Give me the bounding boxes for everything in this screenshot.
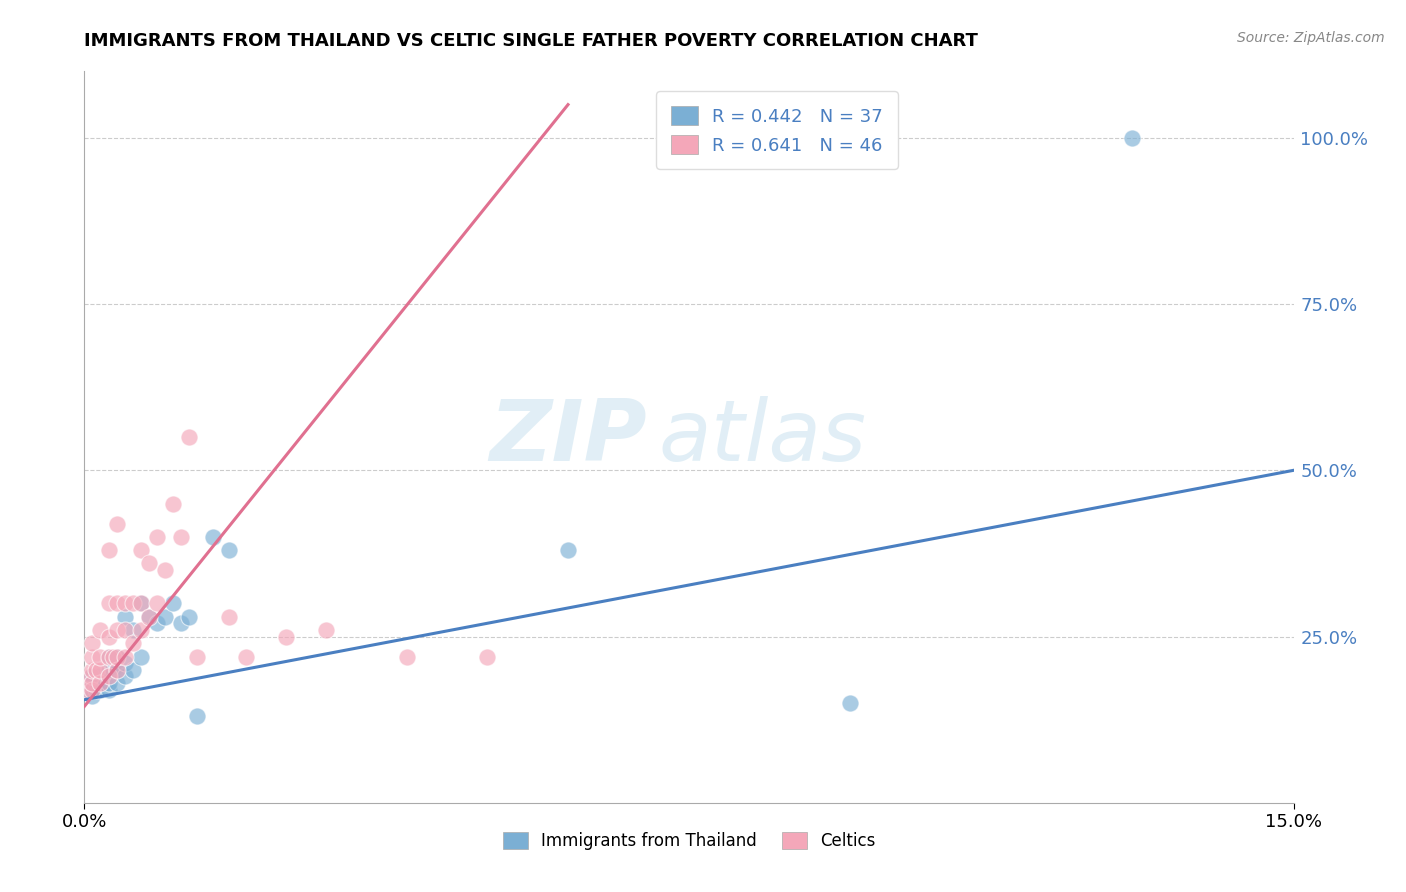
Point bbox=[82, 676, 104, 690]
Point bbox=[146, 616, 169, 631]
Point bbox=[105, 649, 128, 664]
Point bbox=[86, 682, 108, 697]
Point bbox=[839, 696, 862, 710]
Point bbox=[97, 663, 120, 677]
Point bbox=[82, 669, 104, 683]
Point bbox=[162, 596, 184, 610]
Point bbox=[105, 663, 128, 677]
Text: ZIP: ZIP bbox=[489, 395, 647, 479]
Point bbox=[170, 616, 193, 631]
Point bbox=[186, 709, 208, 723]
Point bbox=[105, 516, 128, 531]
Point bbox=[114, 623, 136, 637]
Point bbox=[82, 663, 104, 677]
Point bbox=[121, 663, 143, 677]
Point bbox=[80, 682, 103, 697]
Point bbox=[170, 530, 193, 544]
Point bbox=[138, 609, 160, 624]
Point bbox=[80, 669, 103, 683]
Point bbox=[97, 630, 120, 644]
Point bbox=[89, 682, 111, 697]
Point bbox=[129, 649, 152, 664]
Point bbox=[105, 663, 128, 677]
Point bbox=[97, 649, 120, 664]
Point bbox=[89, 623, 111, 637]
Point bbox=[218, 609, 240, 624]
Point bbox=[97, 543, 120, 558]
Point bbox=[274, 630, 297, 644]
Point bbox=[89, 649, 111, 664]
Point bbox=[105, 676, 128, 690]
Point bbox=[105, 623, 128, 637]
Point bbox=[77, 682, 100, 697]
Point bbox=[153, 609, 176, 624]
Point bbox=[97, 669, 120, 683]
Point bbox=[97, 676, 120, 690]
Point bbox=[82, 676, 104, 690]
Point bbox=[1121, 131, 1143, 145]
Point bbox=[129, 543, 152, 558]
Point bbox=[114, 609, 136, 624]
Point bbox=[179, 609, 201, 624]
Point bbox=[114, 669, 136, 683]
Point bbox=[97, 682, 120, 697]
Point bbox=[114, 649, 136, 664]
Text: atlas: atlas bbox=[659, 395, 866, 479]
Point bbox=[146, 530, 169, 544]
Point bbox=[89, 676, 111, 690]
Point bbox=[146, 596, 169, 610]
Point bbox=[202, 530, 225, 544]
Point bbox=[114, 596, 136, 610]
Point bbox=[235, 649, 257, 664]
Point bbox=[395, 649, 418, 664]
Point bbox=[121, 596, 143, 610]
Point bbox=[557, 543, 579, 558]
Point bbox=[105, 649, 128, 664]
Point bbox=[77, 682, 100, 697]
Text: IMMIGRANTS FROM THAILAND VS CELTIC SINGLE FATHER POVERTY CORRELATION CHART: IMMIGRANTS FROM THAILAND VS CELTIC SINGL… bbox=[84, 32, 979, 50]
Point bbox=[218, 543, 240, 558]
Point bbox=[121, 623, 143, 637]
Point bbox=[477, 649, 499, 664]
Text: Source: ZipAtlas.com: Source: ZipAtlas.com bbox=[1237, 31, 1385, 45]
Point bbox=[105, 596, 128, 610]
Point bbox=[315, 623, 337, 637]
Point bbox=[97, 596, 120, 610]
Point bbox=[93, 676, 115, 690]
Point bbox=[121, 636, 143, 650]
Point bbox=[82, 682, 104, 697]
Point bbox=[89, 669, 111, 683]
Point bbox=[101, 649, 124, 664]
Point bbox=[129, 623, 152, 637]
Point bbox=[114, 656, 136, 670]
Point bbox=[138, 557, 160, 571]
Point bbox=[82, 636, 104, 650]
Point bbox=[89, 663, 111, 677]
Point bbox=[101, 663, 124, 677]
Point bbox=[138, 609, 160, 624]
Point bbox=[179, 430, 201, 444]
Point bbox=[162, 497, 184, 511]
Point bbox=[82, 690, 104, 704]
Point bbox=[86, 663, 108, 677]
Point bbox=[186, 649, 208, 664]
Point bbox=[97, 649, 120, 664]
Point bbox=[129, 596, 152, 610]
Point bbox=[153, 563, 176, 577]
Legend: Immigrants from Thailand, Celtics: Immigrants from Thailand, Celtics bbox=[496, 825, 882, 856]
Point bbox=[82, 649, 104, 664]
Point bbox=[129, 596, 152, 610]
